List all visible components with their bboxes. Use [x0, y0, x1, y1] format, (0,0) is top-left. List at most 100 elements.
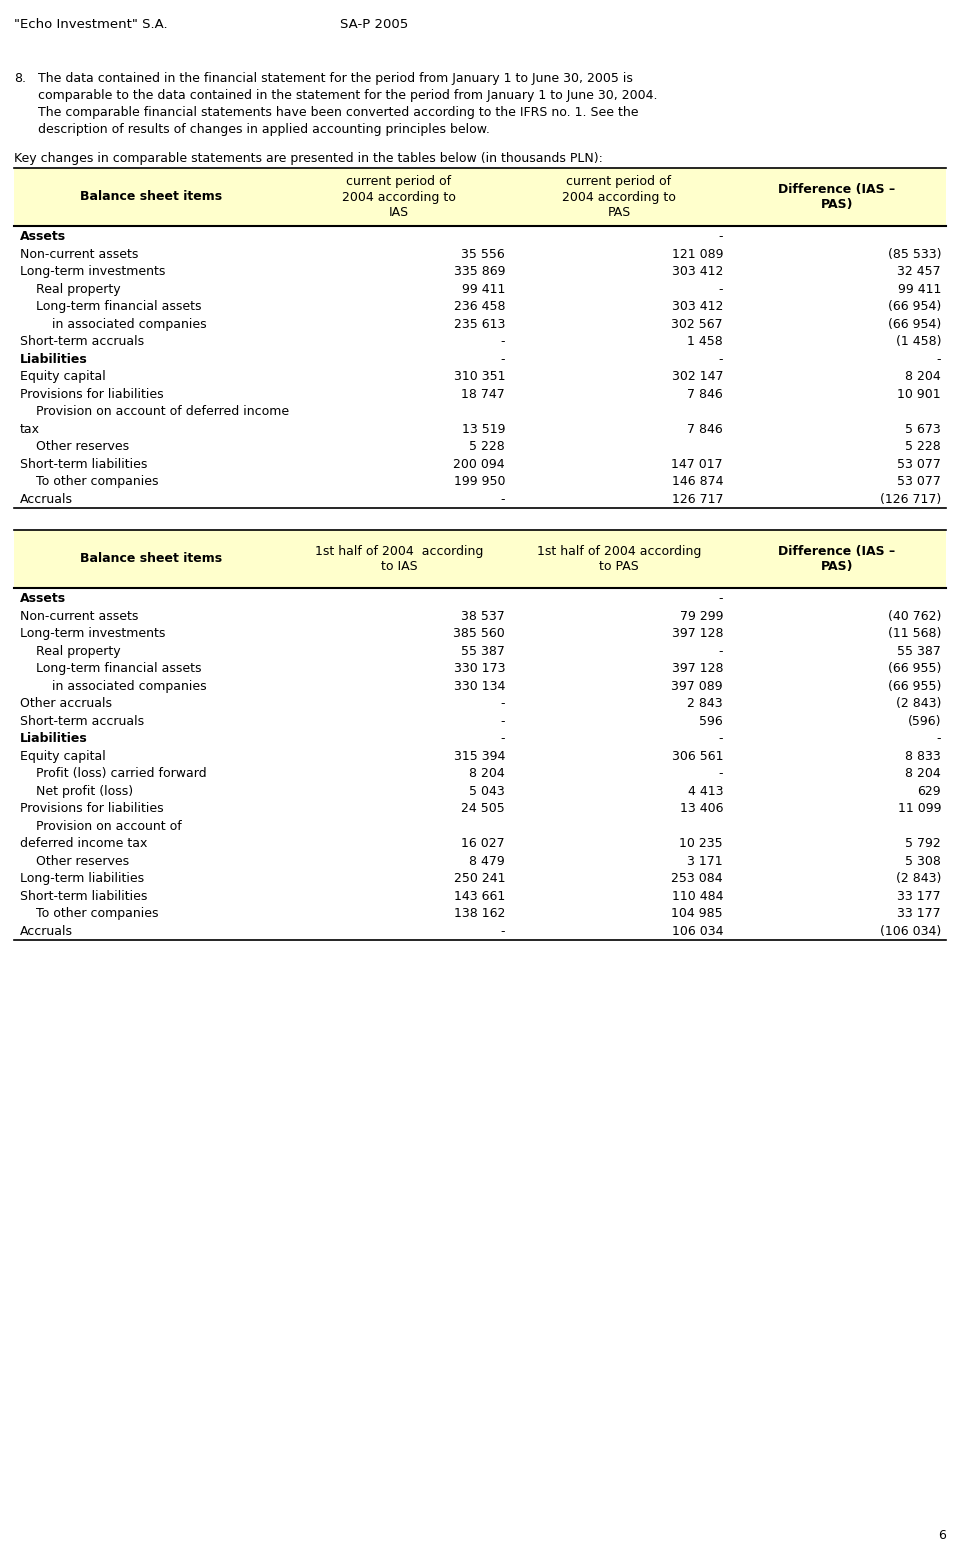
Text: 397 089: 397 089	[671, 679, 723, 693]
Text: (126 717): (126 717)	[879, 493, 941, 506]
Text: (596): (596)	[907, 715, 941, 727]
Text: -: -	[500, 698, 505, 710]
Text: 99 411: 99 411	[462, 283, 505, 295]
Text: 33 177: 33 177	[898, 907, 941, 920]
Text: 5 228: 5 228	[905, 441, 941, 453]
Text: 7 846: 7 846	[687, 388, 723, 401]
Text: 10 901: 10 901	[898, 388, 941, 401]
Text: 32 457: 32 457	[898, 265, 941, 278]
Text: 79 299: 79 299	[680, 610, 723, 623]
Text: 629: 629	[918, 784, 941, 798]
Text: (1 458): (1 458)	[896, 336, 941, 348]
Text: Real property: Real property	[36, 283, 121, 295]
Text: Provisions for liabilities: Provisions for liabilities	[20, 388, 163, 401]
Text: -: -	[718, 353, 723, 365]
Text: 104 985: 104 985	[671, 907, 723, 920]
Text: -: -	[718, 231, 723, 243]
Text: Short-term liabilities: Short-term liabilities	[20, 458, 148, 470]
Text: 138 162: 138 162	[454, 907, 505, 920]
Text: 8 204: 8 204	[469, 767, 505, 780]
Bar	[14, 169, 946, 226]
Text: 1st half of 2004  according
to IAS: 1st half of 2004 according to IAS	[315, 545, 483, 572]
Text: -: -	[718, 732, 723, 746]
Text: 335 869: 335 869	[453, 265, 505, 278]
Text: 235 613: 235 613	[454, 317, 505, 331]
Text: 121 089: 121 089	[671, 248, 723, 261]
Text: Other accruals: Other accruals	[20, 698, 112, 710]
Text: description of results of changes in applied accounting principles below.: description of results of changes in app…	[38, 124, 490, 136]
Text: -: -	[718, 767, 723, 780]
Text: 250 241: 250 241	[453, 873, 505, 885]
Text: Long-term financial assets: Long-term financial assets	[36, 300, 202, 312]
Text: 5 228: 5 228	[469, 441, 505, 453]
Text: 1st half of 2004 according
to PAS: 1st half of 2004 according to PAS	[537, 545, 701, 572]
Text: 55 387: 55 387	[898, 645, 941, 657]
Text: 8 479: 8 479	[469, 855, 505, 868]
Text: (66 955): (66 955)	[888, 679, 941, 693]
Text: 110 484: 110 484	[671, 890, 723, 903]
Text: current period of
2004 according to
PAS: current period of 2004 according to PAS	[562, 175, 676, 218]
Text: (66 954): (66 954)	[888, 300, 941, 312]
Text: comparable to the data contained in the statement for the period from January 1 : comparable to the data contained in the …	[38, 90, 658, 102]
Text: Long-term liabilities: Long-term liabilities	[20, 873, 144, 885]
Text: 1 458: 1 458	[687, 336, 723, 348]
Text: 10 235: 10 235	[680, 837, 723, 851]
Text: Equity capital: Equity capital	[20, 370, 106, 384]
Text: Net profit (loss): Net profit (loss)	[36, 784, 133, 798]
Text: 11 099: 11 099	[898, 803, 941, 815]
Text: 8 204: 8 204	[905, 767, 941, 780]
Text: -: -	[937, 732, 941, 746]
Text: 596: 596	[699, 715, 723, 727]
Text: 385 560: 385 560	[453, 627, 505, 640]
Text: -: -	[718, 645, 723, 657]
Text: Difference (IAS –
PAS): Difference (IAS – PAS)	[779, 545, 896, 572]
Text: Liabilities: Liabilities	[20, 732, 87, 746]
Text: Other reserves: Other reserves	[36, 441, 130, 453]
Text: 3 171: 3 171	[687, 855, 723, 868]
Text: Provision on account of: Provision on account of	[36, 820, 181, 832]
Text: -: -	[500, 715, 505, 727]
Text: 106 034: 106 034	[671, 925, 723, 937]
Text: "Echo Investment" S.A.: "Echo Investment" S.A.	[14, 19, 168, 31]
Text: 5 792: 5 792	[905, 837, 941, 851]
Text: Balance sheet items: Balance sheet items	[80, 190, 222, 204]
Text: Accruals: Accruals	[20, 493, 73, 506]
Text: 330 173: 330 173	[453, 662, 505, 674]
Text: 302 567: 302 567	[671, 317, 723, 331]
Text: 35 556: 35 556	[461, 248, 505, 261]
Text: 302 147: 302 147	[671, 370, 723, 384]
Text: Non-current assets: Non-current assets	[20, 610, 138, 623]
Text: Accruals: Accruals	[20, 925, 73, 937]
Text: 2 843: 2 843	[687, 698, 723, 710]
Text: (85 533): (85 533)	[887, 248, 941, 261]
Text: 200 094: 200 094	[453, 458, 505, 470]
Text: -: -	[500, 353, 505, 365]
Text: (66 954): (66 954)	[888, 317, 941, 331]
Text: 303 412: 303 412	[672, 300, 723, 312]
Text: Provision on account of deferred income: Provision on account of deferred income	[36, 405, 289, 418]
Text: (2 843): (2 843)	[896, 873, 941, 885]
Text: SA-P 2005: SA-P 2005	[340, 19, 408, 31]
Text: To other companies: To other companies	[36, 475, 158, 489]
Text: in associated companies: in associated companies	[52, 317, 206, 331]
Text: in associated companies: in associated companies	[52, 679, 206, 693]
Text: Short-term accruals: Short-term accruals	[20, 715, 144, 727]
Text: Non-current assets: Non-current assets	[20, 248, 138, 261]
Text: 53 077: 53 077	[898, 475, 941, 489]
Text: Long-term investments: Long-term investments	[20, 265, 165, 278]
Text: Other reserves: Other reserves	[36, 855, 130, 868]
Text: -: -	[718, 283, 723, 295]
Text: 99 411: 99 411	[898, 283, 941, 295]
Text: To other companies: To other companies	[36, 907, 158, 920]
Text: Real property: Real property	[36, 645, 121, 657]
Text: 53 077: 53 077	[898, 458, 941, 470]
Text: 5 308: 5 308	[905, 855, 941, 868]
Text: Key changes in comparable statements are presented in the tables below (in thous: Key changes in comparable statements are…	[14, 152, 603, 166]
Text: 5 673: 5 673	[905, 422, 941, 436]
Text: (66 955): (66 955)	[888, 662, 941, 674]
Text: 146 874: 146 874	[671, 475, 723, 489]
Text: Long-term financial assets: Long-term financial assets	[36, 662, 202, 674]
Text: Liabilities: Liabilities	[20, 353, 87, 365]
Text: tax: tax	[20, 422, 40, 436]
Text: deferred income tax: deferred income tax	[20, 837, 148, 851]
